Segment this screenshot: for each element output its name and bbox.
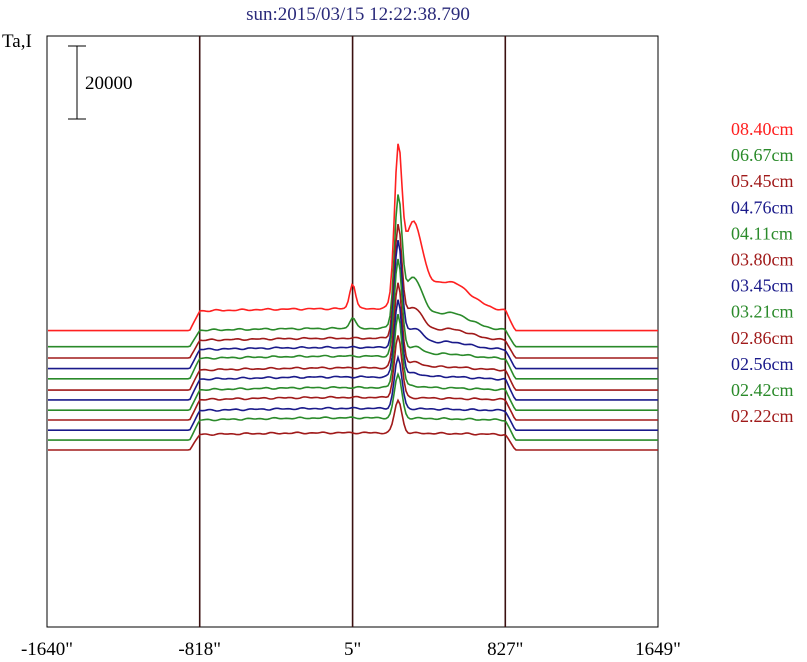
series-line-04.11cm xyxy=(48,258,658,380)
x-tick-label: 1649" xyxy=(635,639,681,660)
series-line-02.22cm xyxy=(48,398,658,451)
chart-title: sun:2015/03/15 12:22:38.790 xyxy=(246,4,470,25)
series-line-06.67cm xyxy=(48,194,658,348)
x-tick-label: 5" xyxy=(344,639,361,660)
scale-bar: 20000 xyxy=(68,45,133,120)
series-line-08.40cm xyxy=(48,143,658,332)
legend-entry: 03.21cm xyxy=(731,302,794,322)
series-line-03.80cm xyxy=(48,282,658,391)
legend-entry: 02.22cm xyxy=(731,406,794,426)
legend-entry: 06.67cm xyxy=(731,145,794,165)
scale-bar-label: 20000 xyxy=(85,73,133,94)
legend-entry: 05.45cm xyxy=(731,171,794,191)
legend-entry: 08.40cm xyxy=(731,119,794,139)
x-tick-labels: -1640" -818" 5" 827" 1649" xyxy=(21,639,681,660)
series-lines xyxy=(48,143,658,451)
legend-entry: 02.42cm xyxy=(731,380,794,400)
series-line-05.45cm xyxy=(48,223,658,359)
reference-lines xyxy=(198,36,507,627)
legend: 08.40cm 06.67cm 05.45cm 04.76cm 04.11cm 03.80… xyxy=(731,119,794,426)
legend-entry: 03.80cm xyxy=(731,250,794,270)
x-tick-label: 827" xyxy=(487,639,523,660)
legend-entry: 02.86cm xyxy=(731,328,794,348)
legend-entry: 03.45cm xyxy=(731,276,794,296)
series-line-04.76cm xyxy=(48,239,658,370)
legend-entry: 02.56cm xyxy=(731,354,794,374)
x-tick-label: -1640" xyxy=(21,639,73,660)
series-line-02.86cm xyxy=(48,335,658,421)
x-tick-label: -818" xyxy=(178,639,221,660)
series-line-03.21cm xyxy=(48,314,658,411)
legend-entry: 04.76cm xyxy=(731,197,794,217)
series-line-02.56cm xyxy=(48,354,658,431)
y-axis-label: Ta,I xyxy=(2,31,32,52)
series-line-02.42cm xyxy=(48,371,658,441)
legend-entry: 04.11cm xyxy=(731,223,793,243)
series-line-03.45cm xyxy=(48,299,658,401)
